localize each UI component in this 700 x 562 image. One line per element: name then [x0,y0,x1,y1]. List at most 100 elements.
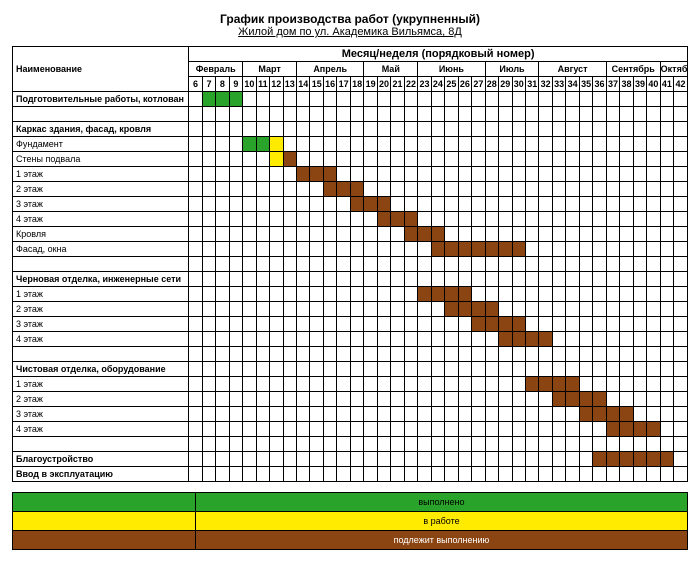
gantt-cell [243,467,256,482]
gantt-row: 4 этаж [13,212,688,227]
gantt-cell [499,362,512,377]
gantt-cell [552,287,565,302]
gantt-cell [323,377,336,392]
gantt-cell [620,257,633,272]
gantt-cell [472,227,485,242]
gantt-cell [552,257,565,272]
gantt-cell [391,347,404,362]
gantt-cell [485,152,498,167]
week-header: 18 [350,77,363,92]
gantt-cell [552,92,565,107]
gantt-cell [593,152,606,167]
gantt-cell [270,257,283,272]
gantt-cell [229,152,242,167]
gantt-cell [579,347,592,362]
gantt-cell [229,467,242,482]
gantt-cell [620,122,633,137]
gantt-row: Ввод в эксплуатацию [13,467,688,482]
gantt-cell [202,437,215,452]
gantt-cell [377,317,390,332]
gantt-cell [445,467,458,482]
gantt-cell [418,407,431,422]
gantt-cell [216,137,229,152]
gantt-cell [350,437,363,452]
gantt-cell [243,347,256,362]
gantt-cell [674,392,688,407]
gantt-cell [566,137,579,152]
gantt-cell [566,242,579,257]
gantt-cell [606,242,619,257]
gantt-cell [539,437,552,452]
gantt-cell [229,302,242,317]
gantt-cell [606,227,619,242]
gantt-cell [472,167,485,182]
gantt-cell [539,212,552,227]
row-label: 1 этаж [13,167,189,182]
gantt-cell [485,227,498,242]
gantt-cell [337,347,350,362]
gantt-cell [243,377,256,392]
gantt-cell [674,362,688,377]
gantt-cell [297,257,310,272]
gantt-cell [633,137,646,152]
gantt-cell [418,437,431,452]
gantt-cell [323,287,336,302]
gantt-cell [593,197,606,212]
gantt-cell [364,422,377,437]
gantt-cell [404,347,417,362]
gantt-cell [270,347,283,362]
gantt-cell [539,227,552,242]
gantt-row: Фасад, окна [13,242,688,257]
gantt-cell [620,302,633,317]
gantt-cell [552,362,565,377]
gantt-cell [431,452,444,467]
gantt-cell [404,467,417,482]
gantt-cell [189,167,202,182]
gantt-cell [229,377,242,392]
row-label: Благоустройство [13,452,189,467]
gantt-cell [202,272,215,287]
gantt-cell [552,422,565,437]
gantt-cell [431,152,444,167]
gantt-cell [256,302,269,317]
gantt-cell [606,122,619,137]
gantt-cell [633,197,646,212]
gantt-cell [445,452,458,467]
gantt-cell [391,332,404,347]
gantt-cell [647,452,660,467]
gantt-cell [202,107,215,122]
gantt-cell [579,167,592,182]
gantt-cell [216,167,229,182]
gantt-cell [377,422,390,437]
gantt-cell [202,407,215,422]
week-header: 26 [458,77,471,92]
gantt-cell [270,107,283,122]
gantt-cell [337,422,350,437]
gantt-cell [606,422,619,437]
gantt-cell [472,272,485,287]
gantt-cell [472,302,485,317]
gantt-cell [525,152,538,167]
gantt-cell [323,407,336,422]
row-label: 2 этаж [13,182,189,197]
gantt-cell [337,182,350,197]
gantt-cell [229,362,242,377]
gantt-cell [579,422,592,437]
week-header: 12 [270,77,283,92]
gantt-cell [243,167,256,182]
gantt-cell [216,347,229,362]
legend-label: подлежит выполнению [195,531,687,550]
gantt-cell [337,122,350,137]
week-header: 31 [525,77,538,92]
gantt-cell [404,377,417,392]
gantt-cell [323,137,336,152]
gantt-cell [606,362,619,377]
gantt-cell [458,212,471,227]
gantt-cell [674,377,688,392]
gantt-cell [270,287,283,302]
gantt-cell [445,197,458,212]
week-header: 30 [512,77,525,92]
gantt-cell [202,332,215,347]
gantt-cell [377,407,390,422]
week-header: 27 [472,77,485,92]
